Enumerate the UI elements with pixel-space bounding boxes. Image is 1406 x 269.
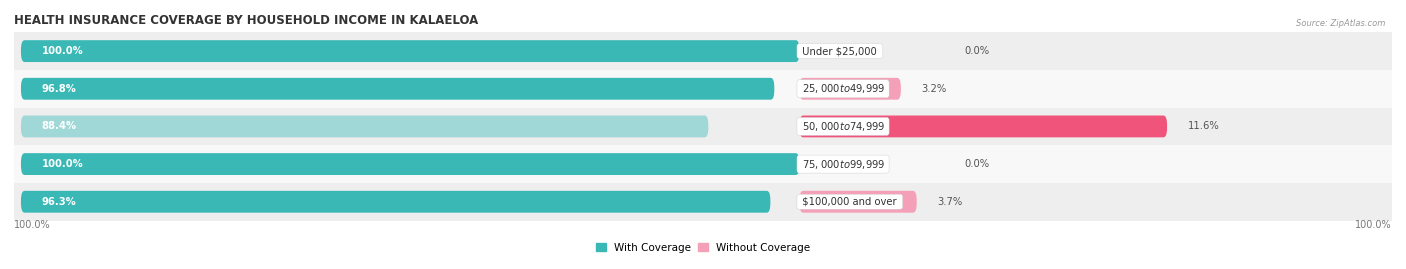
Text: Source: ZipAtlas.com: Source: ZipAtlas.com (1295, 19, 1385, 28)
Text: $50,000 to $74,999: $50,000 to $74,999 (800, 120, 887, 133)
FancyBboxPatch shape (800, 191, 917, 213)
Text: 11.6%: 11.6% (1188, 121, 1219, 132)
FancyBboxPatch shape (21, 40, 800, 62)
FancyBboxPatch shape (21, 191, 770, 213)
FancyBboxPatch shape (21, 153, 800, 175)
Text: $100,000 and over: $100,000 and over (800, 197, 900, 207)
Text: $75,000 to $99,999: $75,000 to $99,999 (800, 158, 887, 171)
Bar (14, 70, 1392, 108)
Bar (14, 32, 1392, 70)
Text: 3.2%: 3.2% (921, 84, 946, 94)
Text: 100.0%: 100.0% (42, 159, 83, 169)
Text: 0.0%: 0.0% (965, 159, 990, 169)
Text: $25,000 to $49,999: $25,000 to $49,999 (800, 82, 887, 95)
Text: 96.8%: 96.8% (42, 84, 76, 94)
Legend: With Coverage, Without Coverage: With Coverage, Without Coverage (592, 238, 814, 257)
Text: Under $25,000: Under $25,000 (800, 46, 880, 56)
Bar (14, 183, 1392, 221)
Text: 100.0%: 100.0% (42, 46, 83, 56)
FancyBboxPatch shape (800, 78, 901, 100)
FancyBboxPatch shape (800, 115, 1167, 137)
FancyBboxPatch shape (21, 78, 775, 100)
Bar (14, 145, 1392, 183)
Text: 96.3%: 96.3% (42, 197, 76, 207)
Text: 0.0%: 0.0% (965, 46, 990, 56)
FancyBboxPatch shape (21, 115, 709, 137)
Text: 100.0%: 100.0% (14, 220, 51, 230)
Text: 100.0%: 100.0% (1355, 220, 1392, 230)
Text: 3.7%: 3.7% (938, 197, 963, 207)
Text: 88.4%: 88.4% (42, 121, 77, 132)
Bar (14, 108, 1392, 145)
Text: HEALTH INSURANCE COVERAGE BY HOUSEHOLD INCOME IN KALAELOA: HEALTH INSURANCE COVERAGE BY HOUSEHOLD I… (14, 14, 478, 27)
